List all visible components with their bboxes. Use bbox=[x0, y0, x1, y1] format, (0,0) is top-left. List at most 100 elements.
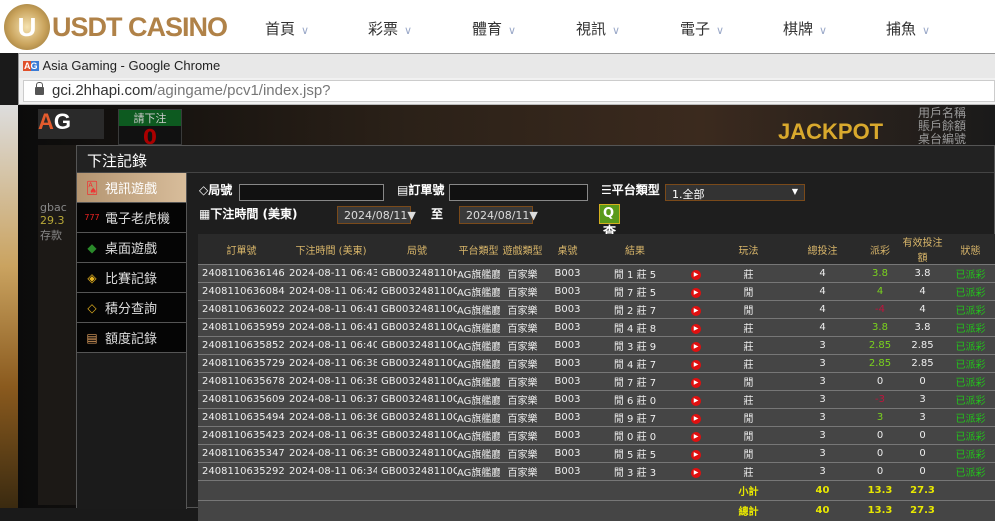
play-video-icon[interactable]: ▶ bbox=[691, 413, 701, 424]
play-video-icon[interactable]: ▶ bbox=[691, 287, 701, 298]
document-icon: ▤ bbox=[86, 330, 98, 345]
table-cell: 3 bbox=[785, 390, 860, 409]
total-payout: 13.3 bbox=[860, 500, 900, 521]
table-cell: 莊 bbox=[712, 318, 785, 337]
table-cell: 4 bbox=[785, 282, 860, 301]
sidebar-item-2[interactable]: ◆ 桌面遊戲 bbox=[77, 233, 186, 263]
sidebar-item-1[interactable]: 777 電子老虎機 bbox=[77, 203, 186, 233]
table-cell: 240811063572952 bbox=[198, 354, 285, 373]
table-cell: 3 bbox=[900, 390, 945, 409]
table-cell: 240811063529213 bbox=[198, 462, 285, 481]
table-cell: GB003248110GO bbox=[377, 426, 457, 445]
date-to-picker[interactable]: 2024/08/11▼ bbox=[459, 206, 538, 224]
table-cell: 百家樂 bbox=[500, 318, 545, 337]
table-cell: 莊 bbox=[712, 336, 785, 355]
sidebar-item-5[interactable]: ▤ 額度記錄 bbox=[77, 323, 186, 353]
column-header: 平台類型 bbox=[457, 234, 500, 265]
table-cell: 3.8 bbox=[900, 264, 945, 283]
bet-time-label: ▦下注時間 (美東) bbox=[199, 207, 298, 221]
table-cell: 3 bbox=[785, 372, 860, 391]
table-cell: 2024-08-11 06:34:35 bbox=[285, 462, 377, 481]
play-video-icon[interactable]: ▶ bbox=[691, 305, 701, 316]
table-cell: 百家樂 bbox=[500, 390, 545, 409]
table-cell: 240811063560913 bbox=[198, 390, 285, 409]
table-cell: 閒 bbox=[712, 372, 785, 391]
table-cell: 閒 4 莊 7 bbox=[590, 354, 680, 373]
table-row: 2408110635292132024-08-11 06:34:35GB0032… bbox=[198, 462, 995, 481]
table-cell: 閒 bbox=[712, 408, 785, 427]
chevron-down-icon: ∨ bbox=[301, 24, 310, 37]
table-cell: 3 bbox=[785, 336, 860, 355]
nav-item-5[interactable]: 棋牌 ∨ bbox=[783, 18, 827, 39]
table-cell: 閒 3 莊 9 bbox=[590, 336, 680, 355]
table-cell: 0 bbox=[900, 462, 945, 481]
deposit-button[interactable]: 存款 bbox=[40, 229, 62, 242]
nav-item-6[interactable]: 捕魚 ∨ bbox=[886, 18, 930, 39]
background-banner bbox=[0, 105, 18, 508]
play-video-icon[interactable]: ▶ bbox=[691, 431, 701, 442]
order-label: ▤訂單號 bbox=[397, 183, 445, 197]
table-cell: 閒 6 莊 0 bbox=[590, 390, 680, 409]
table-cell: 百家樂 bbox=[500, 354, 545, 373]
table-cell: GB003248110GS bbox=[377, 372, 457, 391]
table-cell: 3.8 bbox=[900, 318, 945, 337]
nav-item-4[interactable]: 電子 ∨ bbox=[680, 18, 724, 39]
table-cell: 閒 3 莊 3 bbox=[590, 462, 680, 481]
blank-cell bbox=[198, 480, 712, 501]
platform-value: 1.全部 bbox=[672, 188, 705, 201]
nav-item-1[interactable]: 彩票 ∨ bbox=[368, 18, 412, 39]
platform-label: ☰平台類型 bbox=[601, 183, 660, 197]
site-logo[interactable]: U USDT CASINO bbox=[4, 4, 228, 50]
replay-cell: ▶ bbox=[680, 282, 712, 301]
sidebar-item-4[interactable]: ◇ 積分查詢 bbox=[77, 293, 186, 323]
play-video-icon[interactable]: ▶ bbox=[691, 341, 701, 352]
table-row: 2408110636146352024-08-11 06:43:13GB0032… bbox=[198, 264, 995, 283]
query-button[interactable]: Q查詢 bbox=[599, 204, 621, 259]
table-cell: 閒 5 莊 5 bbox=[590, 444, 680, 463]
table-cell: 莊 bbox=[712, 390, 785, 409]
nav-item-2[interactable]: 體育 ∨ bbox=[472, 18, 516, 39]
column-header: 遊戲類型 bbox=[500, 234, 545, 265]
order-number-input[interactable] bbox=[449, 184, 588, 201]
url-path: /agingame/pcv1/index.jsp? bbox=[152, 82, 331, 99]
platform-select[interactable]: 1.全部 ▼ bbox=[665, 184, 805, 201]
play-video-icon[interactable]: ▶ bbox=[691, 395, 701, 406]
date-from-picker[interactable]: 2024/08/11▼ bbox=[337, 206, 416, 224]
dropdown-arrow-icon: ▼ bbox=[791, 187, 798, 196]
table-cell: 0 bbox=[860, 372, 900, 391]
url-field[interactable]: gci.2hhapi.com/agingame/pcv1/index.jsp? bbox=[23, 80, 995, 102]
play-video-icon[interactable]: ▶ bbox=[691, 377, 701, 388]
table-cell: 百家樂 bbox=[500, 444, 545, 463]
replay-cell: ▶ bbox=[680, 444, 712, 463]
table-cell: 百家樂 bbox=[500, 300, 545, 319]
play-video-icon[interactable]: ▶ bbox=[691, 449, 701, 460]
sidebar-item-3[interactable]: ◈ 比賽記錄 bbox=[77, 263, 186, 293]
table-cell: AG旗艦廳 bbox=[457, 408, 500, 427]
nav-item-0[interactable]: 首頁 ∨ bbox=[265, 18, 309, 39]
table-cell: 2024-08-11 06:38:21 bbox=[285, 372, 377, 391]
play-video-icon[interactable]: ▶ bbox=[691, 467, 701, 478]
nav-item-3[interactable]: 視訊 ∨ bbox=[576, 18, 620, 39]
table-cell: 2.85 bbox=[860, 354, 900, 373]
column-header: 派彩 bbox=[860, 234, 900, 265]
jackpot-banner: JACKPOT bbox=[778, 119, 884, 144]
dialog-title: 下注記錄 bbox=[77, 146, 994, 173]
replay-cell: ▶ bbox=[680, 354, 712, 373]
play-video-icon[interactable]: ▶ bbox=[691, 359, 701, 370]
table-cell: 3 bbox=[900, 408, 945, 427]
table-cell: 3 bbox=[785, 426, 860, 445]
table-cell: 閒 7 莊 7 bbox=[590, 372, 680, 391]
lock-icon bbox=[35, 82, 44, 95]
sidebar-item-label: 桌面遊戲 bbox=[105, 242, 158, 257]
play-video-icon[interactable]: ▶ bbox=[691, 269, 701, 280]
table-cell: 240811063614635 bbox=[198, 264, 285, 283]
table-row: 2408110636022332024-08-11 06:41:54GB0032… bbox=[198, 300, 995, 319]
play-video-icon[interactable]: ▶ bbox=[691, 323, 701, 334]
sidebar-item-label: 視訊遊戲 bbox=[105, 182, 158, 197]
table-cell: 百家樂 bbox=[500, 264, 545, 283]
sidebar-item-0[interactable]: 🂡 視訊遊戲 bbox=[77, 173, 186, 203]
bet-record-table: 訂單號 下注時間 (美東) 局號 平台類型 遊戲類型 桌號 結果 玩法 總投注 派彩 有效投注額 狀態… bbox=[198, 234, 995, 521]
table-cell: 0 bbox=[900, 426, 945, 445]
round-number-input[interactable] bbox=[239, 184, 384, 201]
table-cell: 已派彩 bbox=[945, 372, 995, 391]
